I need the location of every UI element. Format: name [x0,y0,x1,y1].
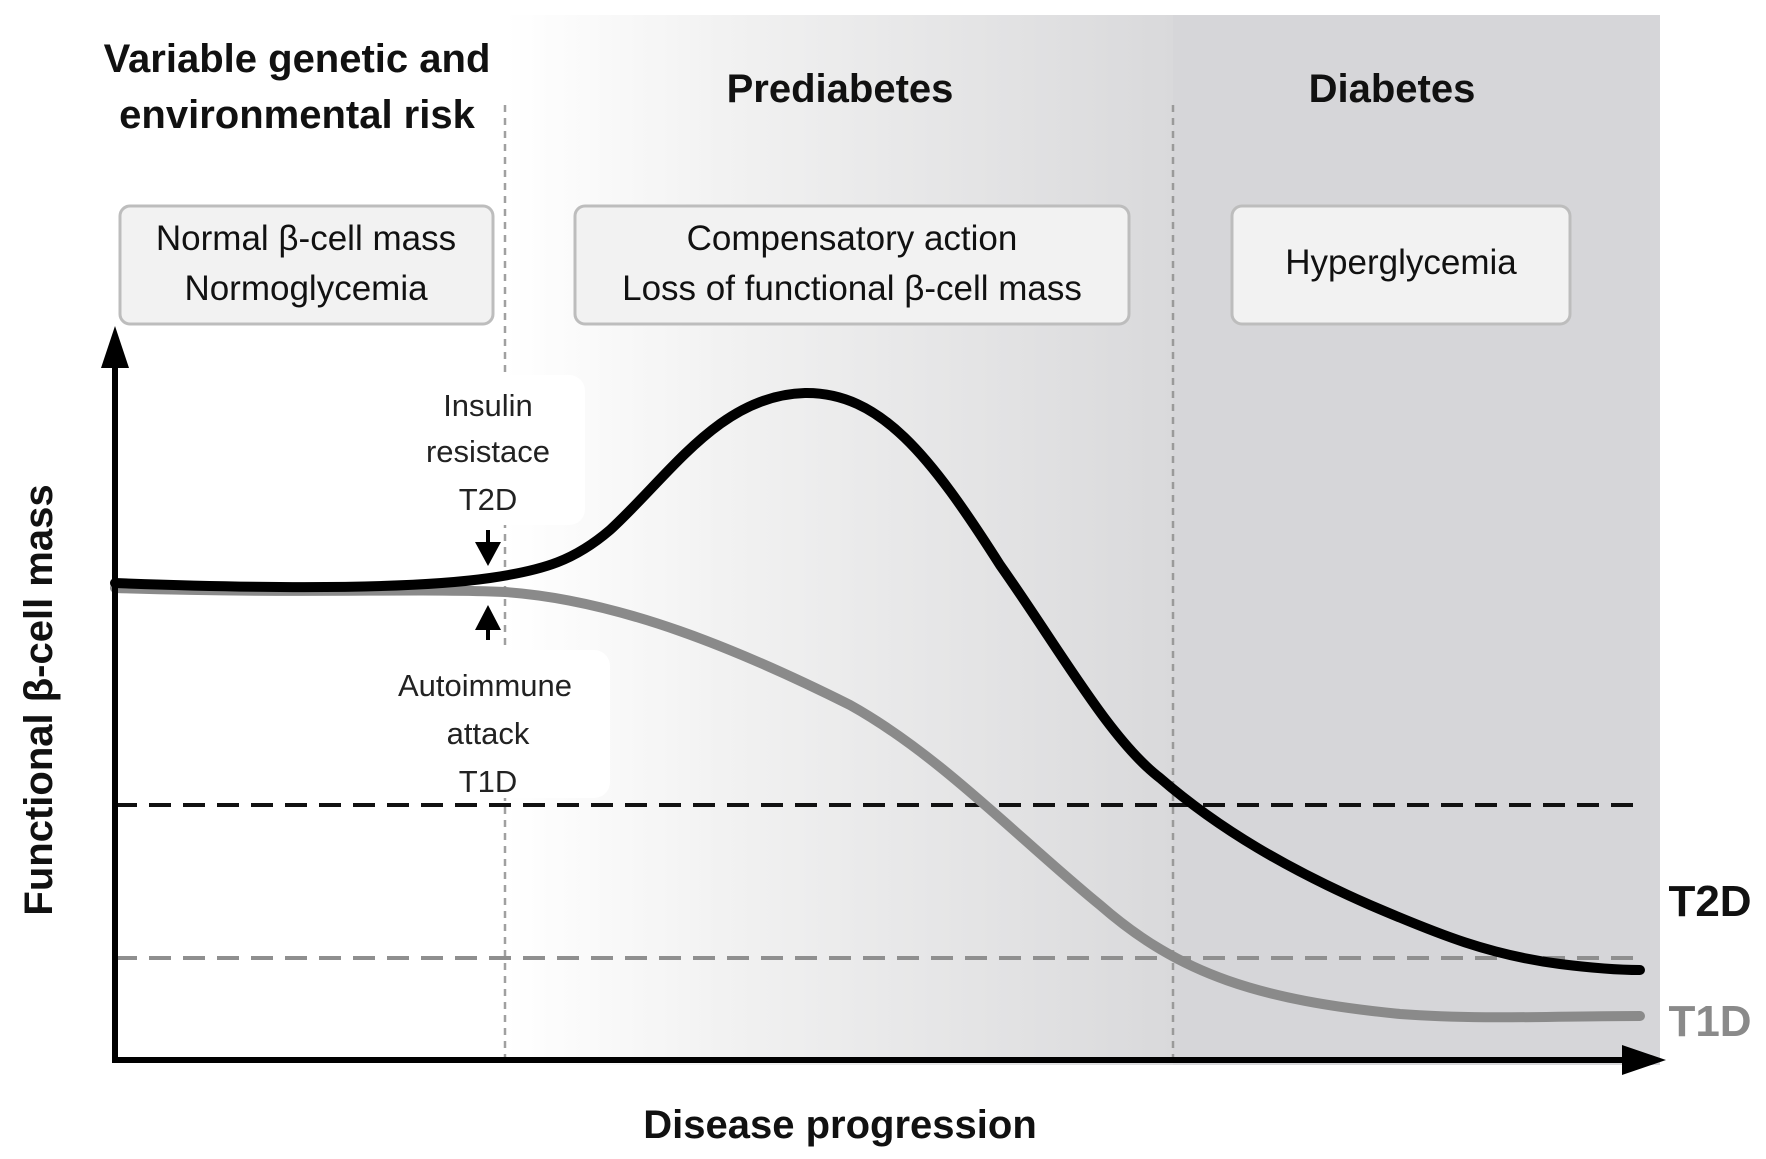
insulin-annotation-line2: resistace [426,434,550,469]
insulin-annotation-line1: Insulin [443,388,533,423]
compensatory-box [573,204,1131,326]
compensatory-box-line2: Loss of functional β-cell mass [622,269,1082,308]
autoimmune-annotation-line3: T1D [459,764,518,799]
insulin-annotation-bg [405,375,585,525]
autoimmune-annotation-bg [370,650,610,798]
prediabetes-zone [505,15,1173,1065]
normal-box [118,204,495,326]
normal-box-line1: Normal β-cell mass [156,219,456,258]
insulin-annotation-line3: T2D [459,482,518,517]
t2d-curve [110,387,1645,975]
hyperglycemia-box [1230,204,1572,326]
t2d-series-label: T2D [1668,877,1751,926]
x-axis-label: Disease progression [643,1103,1037,1147]
prediabetes-header: Prediabetes [727,67,954,111]
diabetes-header: Diabetes [1309,67,1476,111]
hyperglycemia-box-label: Hyperglycemia [1285,243,1517,282]
diabetes-zone [1173,15,1660,1065]
t1d-series-label: T1D [1668,997,1751,1046]
risk-header-line1: Variable genetic and [104,37,491,81]
t1d-curve [110,583,1645,1023]
compensatory-box-line1: Compensatory action [687,219,1018,258]
y-axis-arrowhead [101,326,129,368]
x-axis-arrowhead [1622,1045,1666,1075]
autoimmune-annotation-line1: Autoimmune [398,668,572,703]
insulin-arrow [475,530,501,566]
autoimmune-arrow [475,605,501,640]
y-axis-label: Functional β-cell mass [17,484,61,915]
risk-header-line2: environmental risk [119,93,475,137]
normal-box-line2: Normoglycemia [184,269,428,308]
autoimmune-annotation-line2: attack [447,716,530,751]
